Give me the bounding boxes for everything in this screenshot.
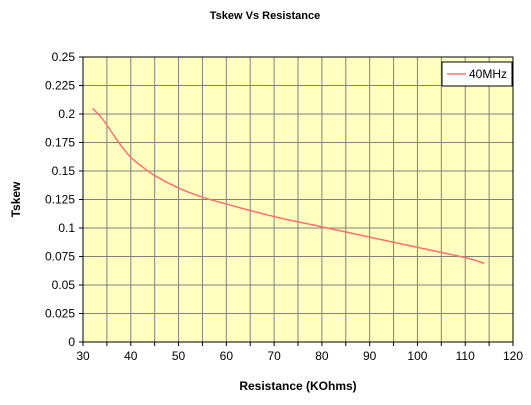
legend-label-40mhz: 40MHz [469,67,507,81]
x-tick-label: 40 [124,349,138,363]
x-tick-label: 90 [363,349,377,363]
y-tick-label: 0.25 [52,50,76,64]
y-tick-label: 0.225 [45,79,75,93]
y-axis-title: Tskew [9,181,23,217]
y-tick-label: 0.1 [58,221,75,235]
x-tick-label: 70 [267,349,281,363]
y-tick-label: 0.125 [45,193,75,207]
y-tick-label: 0.2 [58,107,75,121]
x-tick-label: 100 [407,349,427,363]
x-tick-label: 110 [456,349,475,363]
axis-ticks: 0 0.025 0.05 0.075 0.1 0.125 0.15 0.175 0.2 0.225… [45,50,523,363]
chart-title: Tskew Vs Resistance [210,10,320,22]
series-layer [92,107,485,265]
x-tick-label: 30 [76,349,90,363]
legend: 40MHz [441,61,513,87]
y-tick-label: 0 [68,335,75,349]
y-tick-label: 0.075 [45,250,75,264]
y-tick-label: 0.15 [52,164,76,178]
x-tick-label: 60 [220,349,234,363]
series-line-40mhz [92,107,485,265]
grid-lines [83,57,513,342]
x-axis-title: Resistance (KOhms) [239,379,356,393]
x-tick-label: 80 [315,349,329,363]
y-tick-label: 0.025 [45,307,75,321]
x-tick-label: 120 [503,349,523,363]
y-tick-label: 0.05 [52,278,76,292]
x-tick-label: 50 [172,349,186,363]
y-tick-label: 0.175 [45,136,75,150]
